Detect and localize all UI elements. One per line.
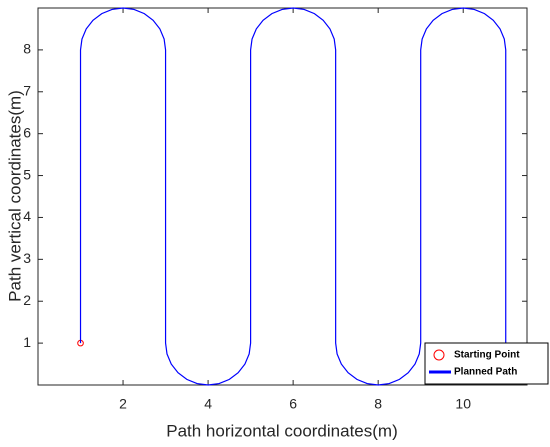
path-line [79,7,507,386]
plot-area [37,7,528,386]
x-axis-label: Path horizontal coordinates(m) [166,421,398,440]
legend-box [424,342,549,385]
x-tick-label: 10 [455,396,471,412]
y-tick-label: 6 [23,124,31,140]
x-tick-label: 8 [374,396,382,412]
legend-label: Planned Path [454,367,517,378]
y-tick-label: 7 [23,82,31,98]
x-tick-label: 6 [289,396,297,412]
y-axis-label: Path vertical coordinates(m) [5,90,24,302]
x-tick-label: 4 [204,396,212,412]
y-tick-label: 8 [23,41,31,57]
y-tick-label: 2 [23,292,31,308]
y-tick-label: 5 [23,166,31,182]
y-tick-label: 4 [23,208,31,224]
legend-marker [433,349,445,361]
y-tick-label: 3 [23,250,31,266]
y-tick-label: 1 [23,334,31,350]
legend-label: Starting Point [454,350,520,361]
x-tick-label: 2 [119,396,127,412]
